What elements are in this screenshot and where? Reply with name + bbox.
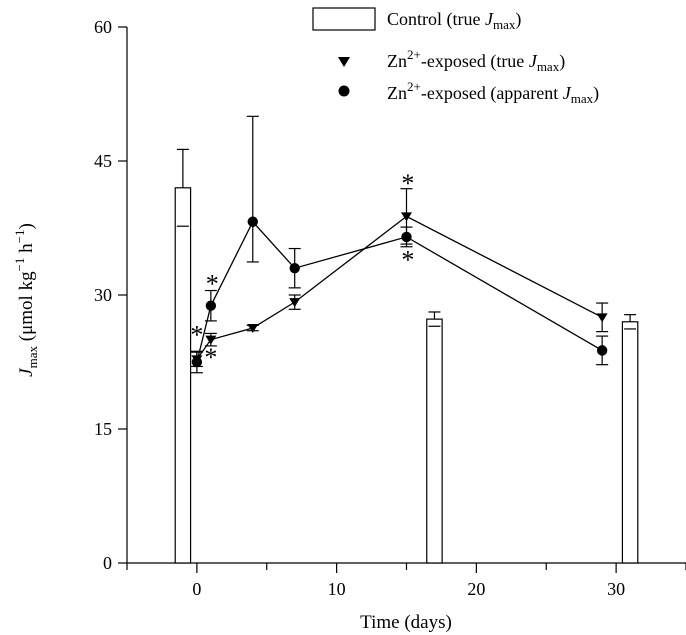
legend-marker-circle: [338, 85, 350, 97]
series-markers: [191, 212, 608, 368]
data-point-triangle: [205, 335, 217, 345]
legend-swatch-control: [312, 7, 376, 31]
x-tick-label: 20: [467, 579, 485, 599]
data-point-triangle: [289, 298, 301, 308]
y-tick-label: 45: [94, 151, 112, 171]
significance-star: *: [401, 246, 414, 275]
x-tick-label: 30: [607, 579, 625, 599]
y-axis-title: Jmax (μmol kg−1 h−1): [12, 223, 40, 377]
x-tick-label: 10: [328, 579, 346, 599]
significance-star: *: [206, 270, 219, 299]
y-tick-label: 15: [94, 419, 112, 439]
legend-label-zn-true: Zn2+-exposed (true Jmax): [387, 47, 565, 74]
significance-marks: *****: [190, 169, 414, 372]
axes: 0 15 30 45 60 0 10 20 30: [94, 17, 686, 599]
legend: Control (true Jmax) Zn2+-exposed (true J…: [312, 7, 599, 106]
data-point-triangle: [596, 313, 608, 323]
legend-label-zn-apparent: Zn2+-exposed (apparent Jmax): [387, 79, 599, 106]
x-axis-title: Time (days): [360, 612, 452, 633]
data-point-triangle: [247, 324, 259, 334]
data-point-circle: [289, 263, 300, 274]
control-bars: [174, 187, 639, 564]
data-point-circle: [205, 300, 217, 311]
data-point-circle: [247, 216, 258, 227]
legend-marker-triangle: [338, 57, 350, 67]
control-bar: [426, 318, 443, 564]
series-lines: [196, 215, 603, 363]
data-point-circle: [191, 356, 203, 368]
significance-star: *: [204, 343, 217, 372]
data-point-circle: [596, 345, 608, 356]
data-point-circle: [401, 231, 412, 243]
series-line-2: [196, 220, 603, 363]
control-bar: [174, 187, 192, 564]
data-point-triangle: [401, 212, 412, 222]
error-bars: [176, 115, 637, 374]
y-tick-label: 0: [103, 553, 112, 573]
significance-star: *: [401, 169, 414, 198]
control-bar: [621, 321, 639, 564]
x-tick-label: 0: [192, 579, 201, 599]
y-tick-label: 30: [94, 285, 112, 305]
legend-label-control: Control (true Jmax): [387, 9, 521, 32]
series-line-1: [196, 215, 603, 360]
y-tick-label: 60: [94, 17, 112, 37]
significance-star: *: [190, 321, 203, 350]
